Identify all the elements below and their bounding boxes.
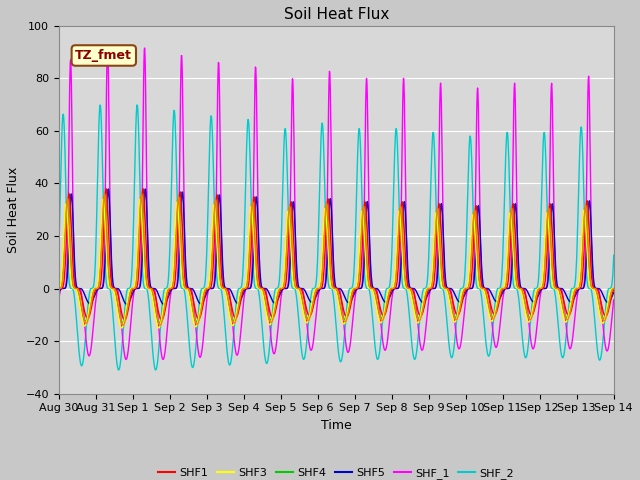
SHF3 [496, 287, 504, 293]
SHF_1 [496, 326, 504, 332]
SHF2 [100, 191, 108, 197]
SHF4 [610, 286, 618, 291]
SHF3 [241, 284, 249, 290]
SHF5 [179, 193, 187, 199]
SHF3 [55, 286, 63, 291]
SHF4 [545, 211, 552, 216]
SHF_1 [104, 45, 111, 50]
SHF2 [179, 270, 187, 276]
SHF_1 [423, 312, 431, 318]
Line: SHF_1: SHF_1 [59, 48, 614, 360]
SHF3 [179, 283, 187, 289]
Line: SHF5: SHF5 [59, 189, 614, 304]
SHF1 [179, 239, 187, 244]
SHF4 [496, 289, 504, 295]
SHF3 [423, 286, 431, 291]
SHF2 [55, 286, 63, 291]
Line: SHF4: SHF4 [59, 197, 614, 323]
Line: SHF1: SHF1 [59, 189, 614, 320]
SHF5 [423, 293, 431, 299]
SHF2 [119, 323, 127, 328]
SHF1 [102, 186, 110, 192]
SHF_1 [610, 297, 618, 303]
SHF1 [610, 287, 618, 292]
SHF4 [179, 279, 187, 285]
SHF2 [496, 292, 504, 298]
SHF1 [241, 286, 249, 291]
SHF2 [545, 205, 552, 211]
SHF_2 [152, 367, 159, 373]
SHF_2 [179, 286, 187, 291]
SHF4 [118, 320, 126, 325]
SHF1 [423, 291, 431, 297]
Line: SHF3: SHF3 [59, 199, 614, 328]
SHF2 [241, 286, 249, 291]
SHF3 [545, 222, 552, 228]
SHF1 [545, 217, 552, 223]
SHF_1 [166, 301, 173, 307]
SHF_1 [122, 357, 130, 362]
SHF3 [166, 286, 173, 291]
SHF_2 [496, 286, 504, 291]
Line: SHF2: SHF2 [59, 194, 614, 325]
SHF1 [121, 317, 129, 323]
SHF3 [610, 286, 618, 291]
SHF2 [166, 286, 173, 291]
SHF4 [166, 286, 173, 291]
SHF3 [136, 196, 144, 202]
SHF_1 [241, 289, 249, 295]
SHF5 [55, 290, 63, 296]
Title: Soil Heat Flux: Soil Heat Flux [284, 7, 389, 22]
SHF4 [241, 285, 249, 291]
SHF_2 [133, 102, 141, 108]
Line: SHF_2: SHF_2 [59, 105, 614, 370]
SHF5 [104, 186, 112, 192]
SHF1 [55, 287, 63, 292]
SHF_2 [241, 206, 249, 212]
SHF2 [423, 287, 431, 293]
SHF5 [160, 301, 168, 307]
SHF_2 [545, 252, 552, 258]
SHF2 [610, 286, 618, 291]
SHF5 [496, 296, 504, 302]
SHF5 [610, 289, 618, 295]
SHF1 [496, 297, 504, 303]
SHF_2 [55, 250, 63, 255]
SHF1 [166, 288, 173, 293]
SHF_2 [610, 252, 618, 258]
SHF4 [423, 286, 431, 292]
SHF5 [545, 271, 552, 277]
SHF4 [137, 194, 145, 200]
Legend: SHF1, SHF2, SHF3, SHF4, SHF5, SHF_1, SHF_2: SHF1, SHF2, SHF3, SHF4, SHF5, SHF_1, SHF… [154, 464, 518, 480]
SHF_1 [545, 246, 552, 252]
SHF_1 [55, 298, 63, 304]
SHF3 [155, 325, 163, 331]
SHF5 [166, 291, 173, 297]
Y-axis label: Soil Heat Flux: Soil Heat Flux [7, 167, 20, 253]
SHF5 [241, 288, 249, 293]
X-axis label: Time: Time [321, 419, 351, 432]
Text: TZ_fmet: TZ_fmet [76, 49, 132, 62]
SHF_2 [423, 280, 431, 286]
SHF4 [55, 286, 63, 291]
SHF_2 [166, 256, 173, 262]
SHF_1 [179, 115, 187, 121]
